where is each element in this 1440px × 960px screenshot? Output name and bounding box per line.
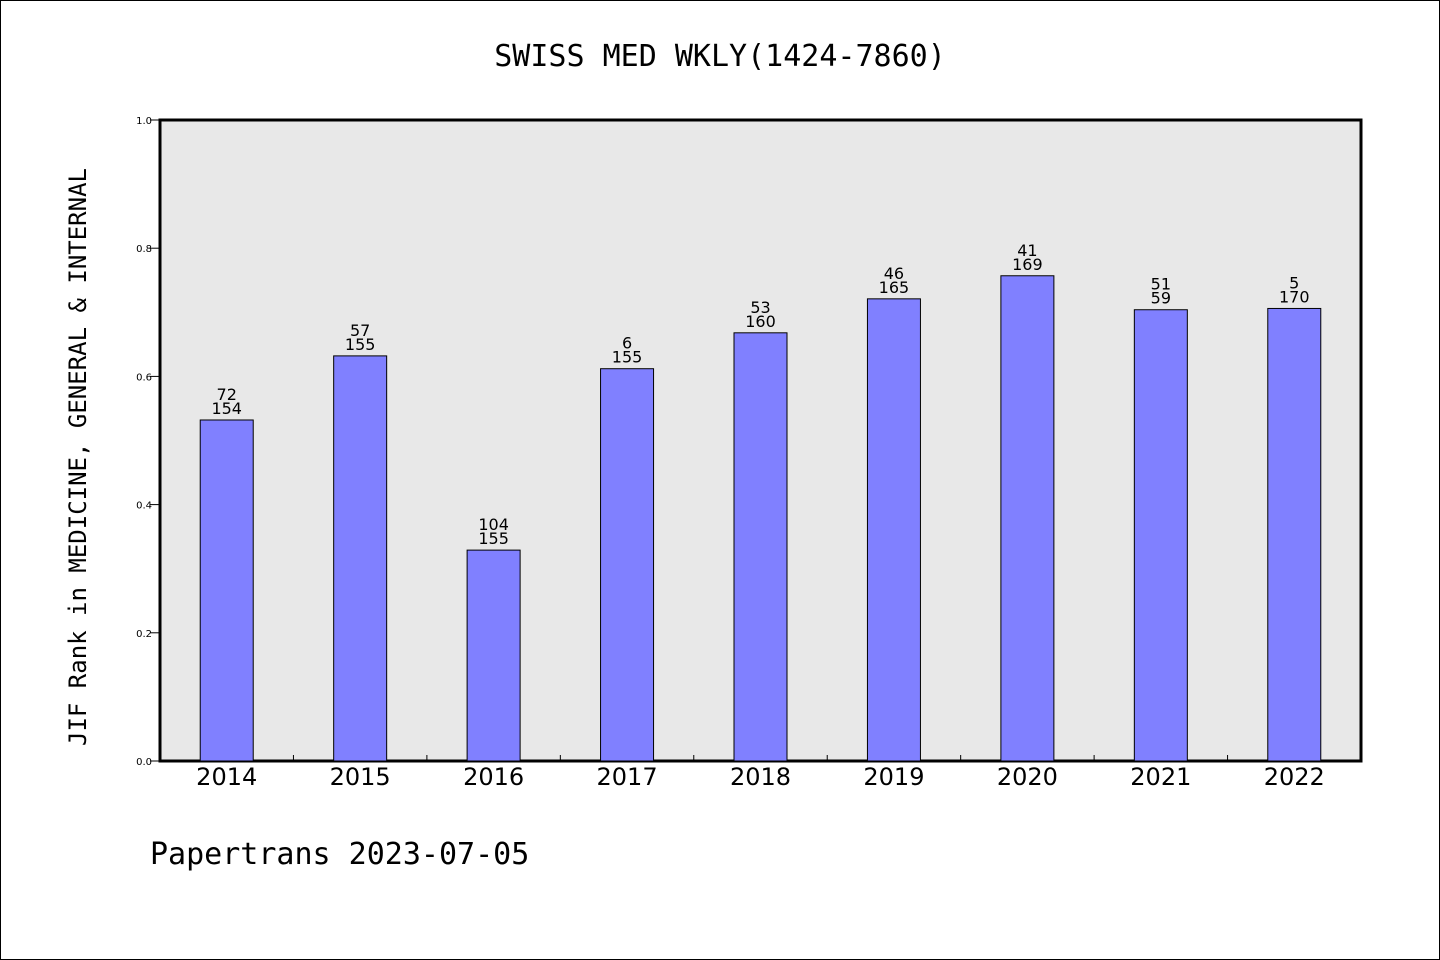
bar-rank-label: 104 xyxy=(478,515,509,534)
y-tick-label: 0.4 xyxy=(136,501,152,512)
bar xyxy=(1000,275,1055,762)
bar-rank-label: 53 xyxy=(750,298,770,317)
x-tick-label: 2016 xyxy=(463,763,524,791)
bar xyxy=(866,298,921,762)
x-tick-label: 2021 xyxy=(1130,763,1191,791)
x-tick-label: 2022 xyxy=(1264,763,1325,791)
y-tick-label: 0.6 xyxy=(136,372,152,383)
y-tick-label: 1.0 xyxy=(136,116,152,127)
bar-total-label: 155 xyxy=(612,348,643,367)
x-tick-label: 2018 xyxy=(730,763,791,791)
bar-rank-label: 51 xyxy=(1151,275,1171,294)
bar xyxy=(333,355,388,762)
bar-total-label: 160 xyxy=(745,312,776,331)
y-tick-label: 0.2 xyxy=(136,629,152,640)
y-tick-label: 0.0 xyxy=(136,757,152,768)
bar-total-label: 155 xyxy=(345,335,376,354)
bar-rank-label: 41 xyxy=(1017,241,1037,260)
bar-rank-label: 6 xyxy=(622,334,632,353)
bar-total-label: 59 xyxy=(1151,289,1171,308)
footer-text: Papertrans 2023-07-05 xyxy=(150,837,529,872)
bar-rank-label: 46 xyxy=(884,264,904,283)
bar-total-label: 169 xyxy=(1012,255,1043,274)
bar-total-label: 154 xyxy=(211,399,242,418)
bar xyxy=(466,549,521,762)
bar-total-label: 170 xyxy=(1279,287,1310,306)
bar xyxy=(600,368,655,762)
bar-rank-label: 72 xyxy=(217,385,237,404)
bar xyxy=(199,419,254,762)
bar xyxy=(733,332,788,762)
bar-total-label: 165 xyxy=(879,278,910,297)
bar xyxy=(1267,307,1322,762)
bar-rank-label: 5 xyxy=(1289,273,1299,292)
x-tick-label: 2017 xyxy=(597,763,658,791)
chart-title: SWISS MED WKLY(1424-7860) xyxy=(494,39,946,74)
x-tick-label: 2019 xyxy=(863,763,924,791)
x-tick-label: 2014 xyxy=(196,763,257,791)
x-tick-label: 2015 xyxy=(330,763,391,791)
x-tick-label: 2020 xyxy=(997,763,1058,791)
y-tick-label: 0.8 xyxy=(136,244,152,255)
bar-rank-label: 57 xyxy=(350,321,370,340)
bar-total-label: 155 xyxy=(478,529,509,548)
y-axis-label: JIF Rank in MEDICINE, GENERAL & INTERNAL xyxy=(64,168,92,746)
bar xyxy=(1133,309,1188,762)
